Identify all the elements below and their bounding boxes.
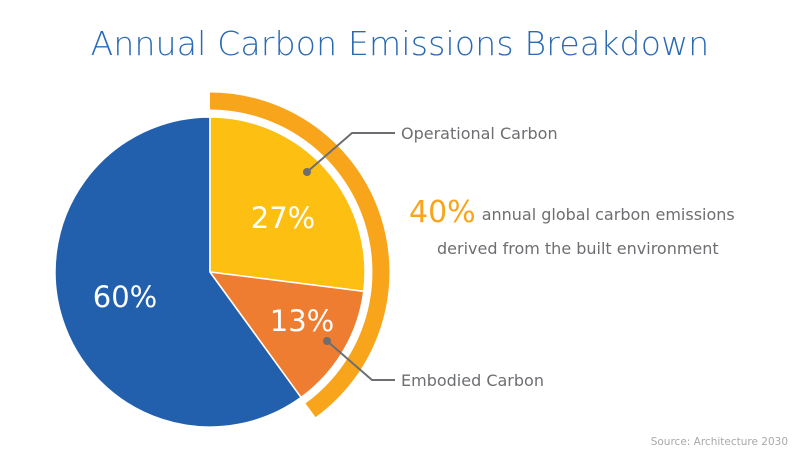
callout-embodied: Embodied Carbon — [323, 337, 544, 390]
callout-dot — [323, 337, 331, 345]
built-environment-stat: 40% annual global carbon emissions derive… — [409, 196, 799, 266]
slice-label-operational: 27% — [251, 201, 315, 235]
source-note: Source: Architecture 2030 — [650, 436, 788, 448]
stat-value: 40% — [409, 195, 476, 230]
callout-operational: Operational Carbon — [303, 124, 558, 176]
stat-line-2: derived from the built environment — [437, 239, 719, 258]
slice-operational-carbon — [209, 116, 366, 293]
chart-title: Annual Carbon Emissions Breakdown — [90, 24, 710, 63]
slice-embodied-carbon — [209, 271, 365, 399]
callout-label-embodied: Embodied Carbon — [401, 371, 544, 390]
slice-label-other: 60% — [93, 280, 157, 314]
callout-label-operational: Operational Carbon — [401, 124, 558, 143]
slice-other — [54, 116, 302, 428]
stat-line-1: annual global carbon emissions — [481, 205, 735, 224]
slice-label-embodied: 13% — [270, 304, 334, 338]
callout-dot — [303, 168, 311, 176]
